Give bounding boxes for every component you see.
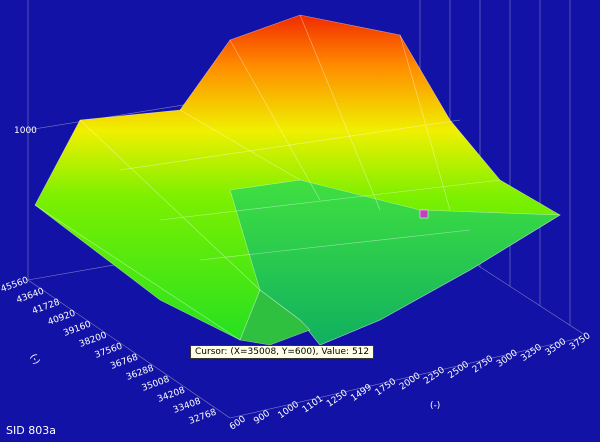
x-axis-label: (-): [430, 401, 440, 411]
x-tick-label: 2000: [398, 371, 423, 392]
y-axis-label: (-): [27, 353, 41, 367]
x-tick-label: 3500: [544, 337, 569, 358]
x-tick-label: 2250: [422, 365, 447, 386]
x-tick-label: 3750: [568, 331, 593, 352]
x-tick-label: 3000: [495, 348, 520, 369]
status-label: SID 803a: [6, 424, 56, 437]
y-tick-label: 32768: [188, 408, 219, 427]
x-tick-label: 1750: [374, 377, 399, 398]
x-tick-label: 600: [228, 414, 248, 432]
cursor-marker: [419, 209, 429, 219]
surface: [34, 14, 562, 346]
x-tick-label: 900: [252, 409, 272, 427]
x-tick-label: 2500: [447, 360, 472, 381]
z-tick-label: 1000: [14, 126, 37, 136]
x-tick-label: 1101: [301, 394, 325, 415]
x-tick-label: 3250: [519, 342, 544, 363]
tooltip: Cursor: (X=35008, Y=600), Value: 512: [190, 345, 375, 359]
x-tick-label: 2750: [471, 354, 496, 375]
